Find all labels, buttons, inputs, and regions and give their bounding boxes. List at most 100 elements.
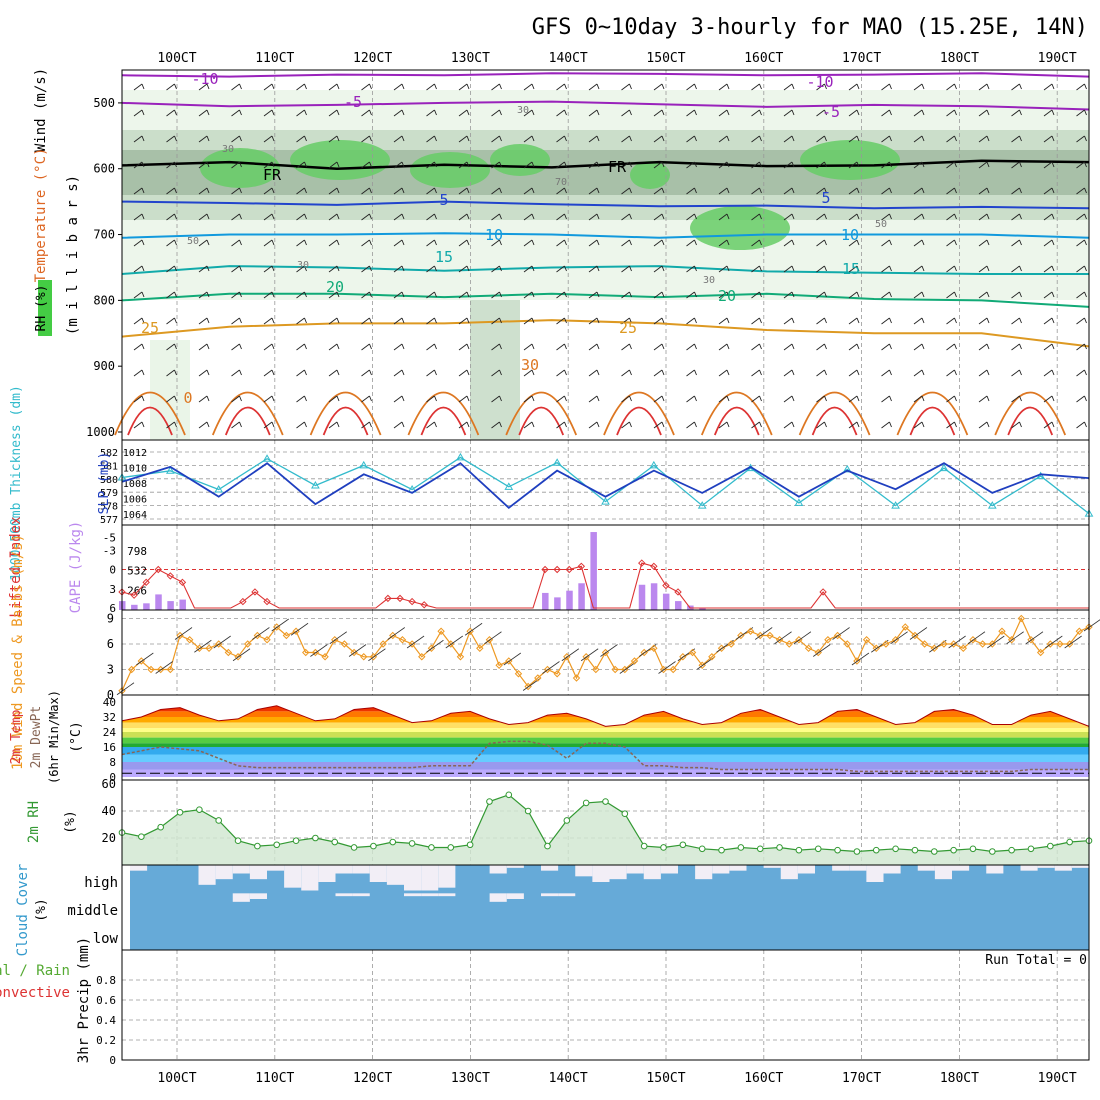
- wind-barb: [133, 187, 143, 195]
- wind-barb: [986, 187, 990, 194]
- wind-barb: [726, 161, 730, 168]
- wind-barb: [726, 135, 730, 142]
- time-label-top: 180CT: [940, 51, 979, 66]
- contour-label: 10: [485, 226, 503, 244]
- wind-barb: [824, 421, 827, 428]
- wind-barb: [791, 239, 795, 246]
- temp-tick-label: 24: [103, 726, 117, 739]
- wind-barb: [816, 369, 825, 377]
- wind-barb: [954, 265, 957, 272]
- wind-barb: [231, 161, 240, 169]
- wind-barb: [1011, 83, 1020, 91]
- isotherm-30-arc: [798, 391, 871, 436]
- contour-label: -5: [344, 93, 362, 111]
- wind-barb: [304, 83, 307, 90]
- thickness-tick-label: 580: [100, 475, 118, 486]
- wind-barb: [426, 343, 435, 351]
- wind-barb: [751, 135, 760, 143]
- rh2m-marker: [795, 846, 803, 854]
- wind-barb: [361, 369, 370, 377]
- wind-barb: [954, 135, 957, 142]
- wind-barb: [1051, 161, 1055, 168]
- axis-title-wind: Wind (m/s): [33, 68, 49, 152]
- wind-barb: [653, 291, 663, 299]
- wind-barb: [759, 265, 762, 272]
- wind-barb: [426, 291, 435, 299]
- wind-barb: [783, 239, 793, 247]
- wind-barb: [206, 343, 210, 350]
- wind-barb: [1011, 317, 1020, 325]
- wind-barb: [263, 83, 273, 91]
- wind-barb: [564, 135, 567, 142]
- wind-barb: [986, 395, 990, 402]
- rh2m-marker: [872, 846, 880, 854]
- wind-barb: [564, 369, 567, 376]
- wind-barb: [466, 265, 470, 272]
- wind-barb: [271, 421, 275, 428]
- wind-barb: [531, 109, 535, 116]
- wind-barb: [231, 395, 240, 403]
- wind-barb: [921, 239, 925, 246]
- wind-barb: [296, 317, 305, 325]
- wind-barb: [661, 161, 665, 168]
- wind-barb: [198, 109, 208, 117]
- wind-barb: [206, 161, 210, 168]
- wind-barb: [401, 161, 405, 168]
- wind-barb: [1084, 317, 1087, 324]
- contour-label: 15: [435, 248, 453, 266]
- wind-barb: [239, 135, 242, 142]
- wind-barb: [531, 213, 535, 220]
- cloud-clear-high: [232, 865, 250, 874]
- wind-barb: [556, 369, 565, 377]
- wind-barb: [336, 187, 340, 194]
- cloud-clear-high: [284, 865, 302, 888]
- wind-barb: [206, 369, 210, 376]
- wind-barb: [133, 83, 143, 91]
- wind-barb: [751, 369, 760, 377]
- cloud-clear-high: [592, 865, 610, 882]
- li-tick-label: -5: [103, 531, 116, 544]
- wind-barb: [263, 187, 273, 195]
- wind-barb: [198, 135, 208, 143]
- wind-barb: [166, 213, 175, 221]
- wind-barb: [348, 644, 367, 657]
- rh-high-blob: [490, 144, 550, 176]
- wind-barb: [393, 291, 403, 299]
- contour-label: 25: [619, 319, 637, 337]
- rh-shading: [122, 150, 1089, 195]
- isotherm-35-arc: [713, 406, 760, 436]
- wind-barb: [369, 421, 372, 428]
- wind-barb: [141, 317, 145, 324]
- wind-barb: [791, 83, 795, 90]
- isotherm-30-arc: [211, 391, 284, 436]
- wind-barb: [946, 343, 955, 351]
- wind-barb: [198, 421, 208, 429]
- wind-barb: [881, 421, 890, 429]
- wind-barb: [954, 213, 957, 220]
- wind-barb: [499, 109, 502, 116]
- wind-barb: [361, 291, 370, 299]
- rh2m-marker: [911, 846, 919, 854]
- wind-barb: [263, 395, 273, 403]
- wind-barb: [848, 135, 858, 143]
- isotherm-0: [121, 159, 1090, 170]
- rh2m-marker: [428, 844, 435, 851]
- li-marker: [142, 578, 150, 587]
- wind-barb: [726, 187, 730, 194]
- thickness-marker: [891, 501, 900, 509]
- wind-barb: [954, 421, 957, 428]
- wind-barb: [198, 161, 208, 169]
- wind-barb: [726, 83, 730, 90]
- wind-barb: [328, 395, 338, 403]
- li-tick-label: -3: [103, 544, 116, 557]
- wind-barb: [263, 135, 273, 143]
- wind-barb: [856, 213, 860, 220]
- contour-label: 20: [718, 287, 736, 305]
- wind-barb: [686, 135, 695, 143]
- wind-barb: [824, 369, 827, 376]
- wind-speed-marker: [1017, 614, 1026, 623]
- wind-barb: [881, 83, 890, 91]
- wind-barb: [466, 213, 470, 220]
- wind-barb: [1043, 109, 1053, 117]
- wind-barb: [816, 161, 825, 169]
